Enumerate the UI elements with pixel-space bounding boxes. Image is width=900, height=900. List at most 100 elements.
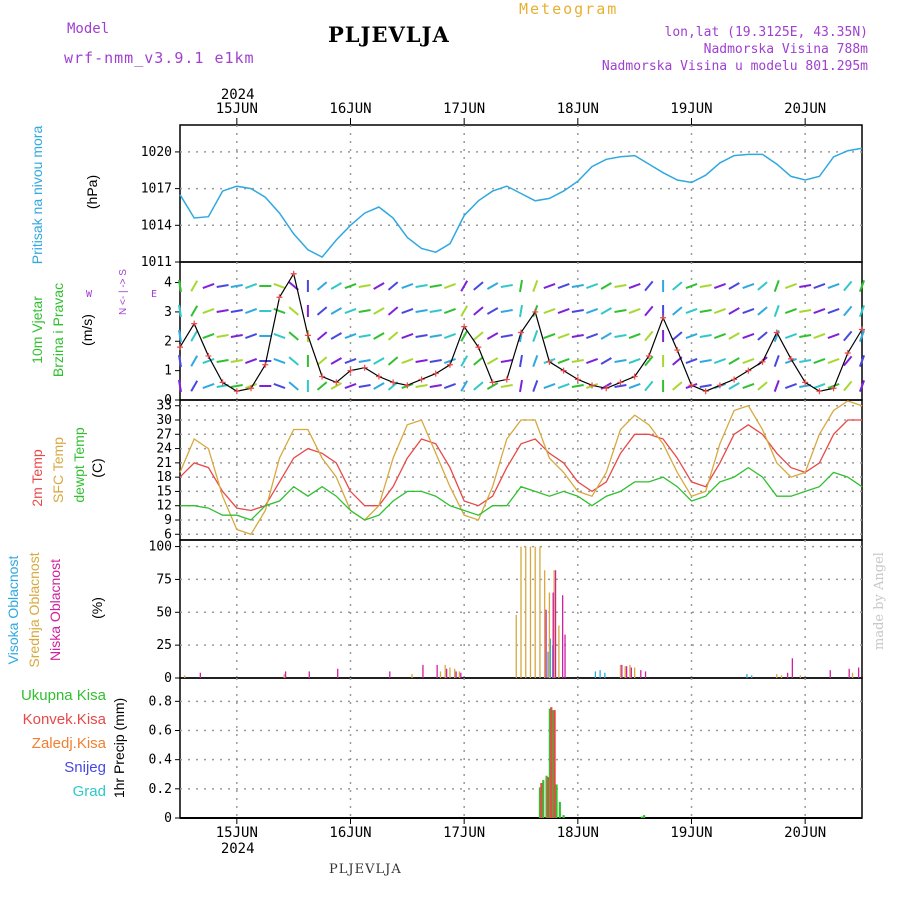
wind-barb: [387, 281, 399, 291]
precip-legend-item: Konvek.Kisa: [23, 711, 107, 728]
wind-barb: [473, 331, 484, 341]
wind-barb: [288, 356, 299, 366]
y-tick-label: 18: [156, 470, 172, 485]
y-tick-label: 30: [156, 413, 172, 428]
wind-barb: [586, 282, 599, 290]
wind-speed-marker: [589, 382, 596, 389]
wind-speed-marker: [191, 320, 198, 327]
y-tick-label: 0.6: [149, 724, 172, 739]
year-label-bottom: 2024: [221, 841, 255, 857]
compass-east: E: [151, 289, 157, 300]
wind-barb: [500, 384, 513, 388]
wind-speed-marker: [375, 373, 382, 380]
wind-barb: [728, 382, 740, 390]
y-tick-label: 0: [164, 393, 172, 408]
wind-speed-marker: [219, 379, 226, 386]
wind-barb: [178, 354, 182, 368]
compass-text: N <- | -> S: [118, 269, 129, 315]
wind-barb: [699, 284, 712, 288]
wind-speed-marker: [560, 367, 567, 374]
wind-speed-marker: [617, 379, 624, 386]
day-label-bottom: 16JUN: [329, 825, 371, 841]
wind-barb: [728, 307, 740, 315]
wind-barb: [557, 357, 570, 365]
day-label-top: 18JUN: [557, 101, 599, 117]
wind-speed-marker: [319, 373, 326, 380]
pressure-axis-unit: (hPa): [84, 175, 100, 209]
wind-barb: [827, 307, 840, 315]
meteogram-title: Meteogram: [519, 0, 619, 18]
wind-speed-marker: [248, 385, 255, 392]
wind-speed-marker: [262, 361, 269, 368]
wind-barb: [799, 309, 812, 313]
wind-barb: [742, 382, 755, 390]
temp-2m-line: [179, 419, 862, 512]
wind-barb: [245, 357, 258, 365]
wind-barb: [858, 330, 866, 342]
wind-barb: [486, 307, 499, 315]
wind-speed-marker: [830, 385, 837, 392]
wind-barb: [557, 282, 570, 290]
wind-speed-marker: [390, 379, 397, 386]
wind-barb: [713, 307, 726, 315]
wind-barb: [316, 281, 328, 291]
wind-speed-marker: [745, 367, 752, 374]
wind-barb: [757, 331, 768, 341]
wind-barb: [728, 357, 740, 365]
wind-barb: [699, 384, 712, 388]
wind-barb: [843, 380, 853, 392]
wind-barb: [614, 284, 627, 288]
wind-barb: [843, 305, 853, 317]
wind-barb: [230, 309, 243, 313]
wind-barb: [216, 309, 229, 313]
temp-axis-unit: (C): [89, 458, 105, 477]
wind-barb: [672, 281, 683, 291]
wind-barb: [330, 307, 342, 315]
precip-axis-title: 1hr Precip (mm): [111, 698, 127, 798]
cloud-high-axis-title: Visoka Oblacnost: [5, 556, 21, 665]
wind-barb: [519, 354, 523, 368]
wind-barb: [813, 357, 826, 365]
wind-barb: [644, 380, 654, 392]
wind-barb: [644, 330, 654, 342]
wind-barb: [373, 307, 385, 315]
wind-barb: [500, 309, 513, 313]
day-label-bottom: 19JUN: [670, 825, 712, 841]
wind-speed-marker: [631, 373, 638, 380]
y-tick-label: 1011: [141, 255, 172, 270]
day-label-top: 17JUN: [443, 101, 485, 117]
wind-speed-marker: [660, 314, 667, 321]
wind-speed-marker: [475, 344, 482, 351]
wind-barb: [344, 382, 357, 390]
wind-barb: [230, 359, 243, 363]
wind-barb: [799, 334, 812, 338]
y-tick-label: 4: [164, 276, 172, 291]
wind-barb: [190, 330, 199, 342]
wind-barb: [486, 357, 499, 365]
wind-barb: [543, 307, 556, 315]
wind-barb: [600, 332, 612, 340]
wind-barb: [532, 380, 539, 392]
wind-barb: [330, 332, 342, 340]
wind-barb: [443, 307, 456, 315]
wind-speed-marker: [333, 379, 340, 386]
wind-barb: [316, 306, 328, 316]
wind-speed-marker: [816, 388, 823, 395]
sfc-temp-line: [179, 400, 863, 536]
wind-barb: [827, 282, 840, 290]
wind-barb: [858, 380, 866, 392]
day-label-top: 16JUN: [329, 101, 371, 117]
wind-speed-marker: [304, 332, 311, 339]
day-label-bottom: 17JUN: [443, 825, 485, 841]
wind-speed-marker: [489, 379, 496, 386]
wind-barb: [644, 305, 654, 317]
wind-barb: [773, 280, 780, 292]
wind-barb: [672, 331, 683, 341]
wind-barb: [486, 382, 499, 390]
wind-barb: [190, 305, 199, 317]
wind-barb: [858, 280, 866, 292]
wind-barb: [586, 357, 599, 365]
y-tick-label: 3: [164, 305, 172, 320]
wind-barb: [500, 334, 513, 338]
wind-speed-marker: [546, 358, 553, 365]
